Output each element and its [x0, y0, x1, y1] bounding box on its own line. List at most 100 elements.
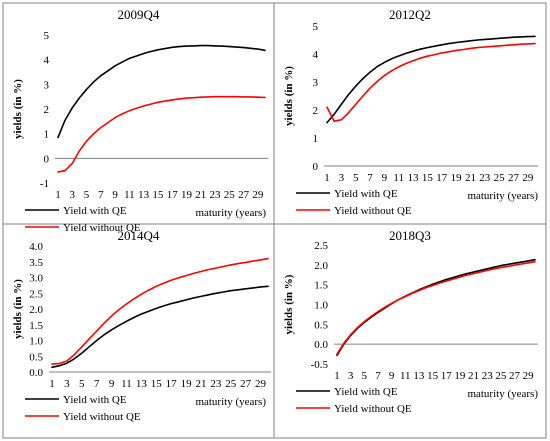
x-tick-label: 19 [181, 378, 193, 390]
x-tick-label: 29 [523, 370, 535, 382]
x-tick-label: 5 [362, 370, 368, 382]
x-tick-label: 15 [151, 378, 163, 390]
x-tick-label: 21 [468, 370, 479, 382]
legend-label: Yield with QE [334, 188, 398, 200]
x-tick-label: 17 [436, 172, 448, 184]
x-tick-label: 21 [195, 189, 206, 201]
x-tick-label: 13 [413, 370, 425, 382]
x-tick-label: 9 [109, 378, 115, 390]
y-tick-label: 2 [44, 104, 50, 116]
x-tick-label: 29 [522, 172, 534, 184]
x-tick-label: 1 [334, 370, 340, 382]
y-tick-label: 1.0 [29, 336, 43, 348]
x-tick-label: 11 [393, 172, 404, 184]
y-tick-label: 0.0 [29, 367, 43, 379]
y-tick-label: -1 [40, 178, 49, 190]
series-line-without-qe [336, 260, 536, 355]
x-tick-label: 27 [508, 172, 520, 184]
chart-panel-2014Q4: 2014Q4 yields (in %) 0.0 0.5 1.0 1.5 2.0 2.5 3.0… [12, 228, 271, 423]
series-line-with-qe [336, 258, 536, 357]
y-tick-label: 1.5 [29, 320, 43, 332]
x-tick-label: 11 [121, 378, 132, 390]
x-tick-label: 27 [240, 378, 252, 390]
x-tick-label: 5 [79, 378, 85, 390]
x-tick-label: 17 [441, 370, 453, 382]
legend-label: Yield without QE [334, 403, 412, 415]
x-tick-label: 23 [210, 189, 222, 201]
x-tick-label: 11 [400, 370, 411, 382]
y-tick-label: 5 [44, 30, 50, 42]
series-line-without-qe [57, 95, 266, 173]
x-tick-label: 5 [353, 172, 359, 184]
x-tick-label: 9 [382, 172, 388, 184]
y-tick-label: 0.5 [29, 351, 43, 363]
x-tick-label: 27 [509, 370, 521, 382]
y-tick-label: 1 [313, 133, 319, 145]
y-tick-label: 1.0 [314, 300, 328, 312]
chart-panel-2018Q3: 2018Q3 yields (in %) -0.5 0.0 0.5 1.0 1.5 2.0 2.… [283, 228, 538, 415]
series-line-with-qe [326, 35, 536, 124]
x-tick-label: 19 [451, 172, 463, 184]
series-line-without-qe [326, 42, 536, 122]
y-tick-label: 1.5 [314, 280, 328, 292]
x-axis-label: maturity (years) [467, 190, 538, 202]
x-tick-label: 15 [152, 189, 164, 201]
x-tick-label: 27 [238, 189, 250, 201]
legend-label: Yield without QE [63, 222, 141, 234]
y-tick-label: 0 [44, 153, 50, 165]
legend-label: Yield without QE [63, 411, 141, 423]
y-axis-label: yields (in %) [12, 79, 24, 139]
x-tick-label: 23 [210, 378, 222, 390]
x-tick-label: 3 [70, 189, 76, 201]
legend-label: Yield without QE [334, 205, 412, 217]
x-tick-label: 29 [255, 378, 267, 390]
y-tick-label: 3 [313, 77, 319, 89]
x-tick-label: 13 [136, 378, 148, 390]
y-axis-label: yields (in %) [12, 279, 24, 339]
x-tick-label: 11 [124, 189, 135, 201]
x-tick-label: 25 [225, 378, 237, 390]
series-line-without-qe [51, 257, 269, 365]
x-tick-label: 25 [494, 172, 506, 184]
panel-title: 2018Q3 [389, 228, 431, 243]
x-tick-label: 1 [49, 378, 55, 390]
x-tick-label: 9 [389, 370, 395, 382]
y-tick-label: 1 [44, 129, 50, 141]
x-tick-label: 3 [348, 370, 354, 382]
x-tick-label: 17 [167, 189, 179, 201]
x-tick-label: 13 [138, 189, 150, 201]
y-axis-label: yields (in %) [283, 274, 295, 334]
y-tick-label: 5 [313, 21, 319, 33]
y-tick-label: 3 [44, 79, 50, 91]
x-tick-label: 19 [181, 189, 193, 201]
series-line-with-qe [51, 285, 269, 369]
x-tick-label: 3 [64, 378, 70, 390]
y-axis-label: yields (in %) [283, 66, 295, 126]
x-tick-label: 29 [252, 189, 264, 201]
x-tick-label: 15 [427, 370, 439, 382]
x-tick-label: 21 [195, 378, 206, 390]
y-tick-label: -0.5 [311, 359, 329, 371]
panel-title: 2014Q4 [118, 228, 160, 243]
y-tick-label: 0.5 [314, 319, 328, 331]
x-tick-label: 1 [55, 189, 61, 201]
x-tick-label: 7 [375, 370, 381, 382]
y-tick-label: 4 [44, 55, 50, 67]
series-line-with-qe [57, 44, 266, 139]
y-tick-label: 0.0 [314, 339, 328, 351]
x-tick-label: 21 [465, 172, 476, 184]
y-tick-label: 2.5 [29, 288, 43, 300]
y-tick-label: 3.0 [29, 273, 43, 285]
x-tick-label: 25 [224, 189, 236, 201]
y-tick-label: 2.5 [314, 240, 328, 252]
x-tick-label: 15 [422, 172, 434, 184]
x-tick-label: 17 [166, 378, 178, 390]
panel-title: 2012Q2 [389, 7, 431, 22]
y-tick-label: 3.5 [29, 257, 43, 269]
x-tick-label: 13 [408, 172, 420, 184]
x-tick-label: 7 [98, 189, 104, 201]
x-tick-label: 7 [367, 172, 373, 184]
legend-label: Yield with QE [63, 205, 127, 217]
